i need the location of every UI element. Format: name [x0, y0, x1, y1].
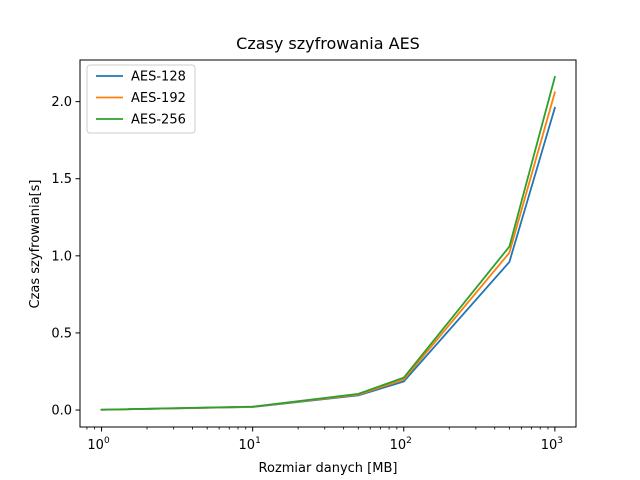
x-tick-label: 103: [541, 436, 563, 453]
legend-label: AES-192: [131, 91, 186, 106]
y-tick-label: 2.0: [51, 95, 72, 110]
x-tick-label: 100: [87, 436, 110, 453]
y-tick-label: 1.5: [51, 172, 72, 187]
x-axis-title: Rozmiar danych [MB]: [259, 461, 398, 476]
series-line-aes-256: [100, 75, 556, 411]
y-tick-label: 0.5: [51, 326, 72, 341]
x-tick-label: 102: [390, 436, 412, 453]
legend-label: AES-128: [131, 70, 186, 85]
x-tick-label: 101: [239, 436, 261, 453]
axes-frame: [79, 59, 577, 428]
chart-title: Czasy szyfrowania AES: [236, 34, 420, 53]
legend-box: [86, 64, 196, 134]
y-axis-title: Czas szyfrowania[s]: [28, 180, 43, 309]
y-tick-label: 0.0: [51, 404, 72, 419]
y-tick-label: 1.0: [51, 249, 72, 264]
legend-label: AES-256: [131, 113, 186, 128]
plot-area: 100 101 102 103 0.0 0.5 1.0 1.5 2.0: [51, 59, 577, 453]
legend: AES-128 AES-192 AES-256: [86, 64, 196, 134]
